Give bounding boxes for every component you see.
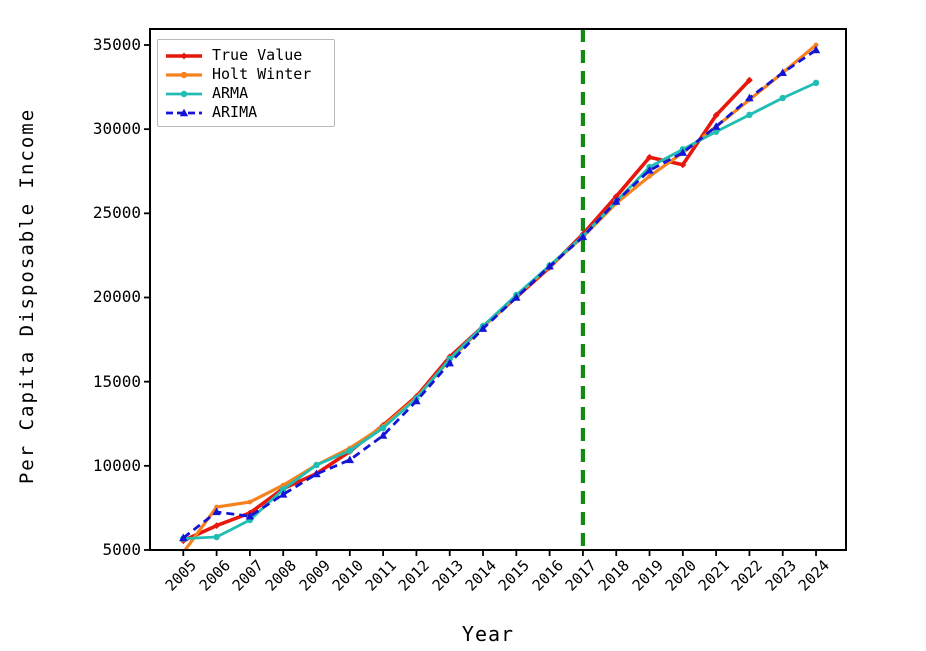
y-axis-title: Per Capita Disposable Income	[16, 107, 38, 485]
series-line	[182, 78, 751, 543]
legend-line-sample-holt-winter	[165, 67, 203, 81]
series-arima	[179, 45, 821, 542]
legend-line-sample-arma	[165, 86, 203, 100]
x-axis-title: Year	[461, 622, 515, 646]
legend: True Value Holt Winter ARMA ARIMA	[157, 39, 335, 127]
axes-box	[149, 28, 847, 551]
y-tick-label: 5000	[102, 540, 141, 559]
series-line	[183, 81, 817, 540]
y-tick-label: 30000	[92, 119, 141, 139]
legend-entry-arima: ARIMA	[165, 102, 326, 121]
legend-label-arima: ARIMA	[212, 102, 258, 121]
y-tick-label: 35000	[92, 34, 141, 54]
y-tick-label: 20000	[92, 287, 141, 307]
legend-line-sample-true-value	[165, 48, 203, 62]
y-tick-label: 10000	[92, 455, 141, 475]
legend-entry-holt-winter: Holt Winter	[165, 64, 326, 83]
series-true-value	[179, 76, 753, 545]
legend-label-holt-winter: Holt Winter	[212, 64, 312, 83]
y-tick-label: 25000	[92, 203, 141, 223]
legend-label-true-value: True Value	[212, 45, 303, 64]
legend-line-sample-arima	[165, 105, 203, 119]
legend-entry-true-value: True Value	[165, 45, 326, 64]
series-arma	[180, 79, 820, 542]
series-line	[182, 48, 817, 540]
legend-entry-arma: ARMA	[165, 83, 326, 102]
y-tick-label: 15000	[92, 371, 141, 391]
legend-label-arma: ARMA	[212, 83, 249, 102]
